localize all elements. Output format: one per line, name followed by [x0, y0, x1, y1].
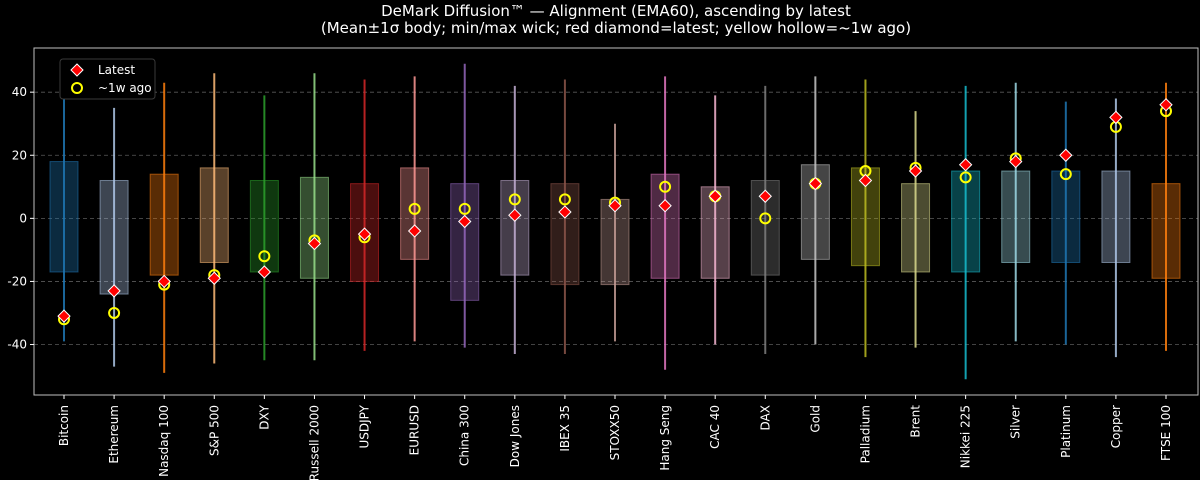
y-tick-label: 20 [12, 148, 27, 162]
body-box [249, 179, 279, 273]
y-axis: -40 -20 0 20 40 [7, 85, 34, 352]
body-box [850, 167, 880, 267]
legend-week-ago-circle [71, 82, 83, 94]
chart-subtitle: (Mean±1σ body; min/max wick; red diamond… [321, 19, 911, 37]
week-ago-marker [108, 306, 121, 319]
x-tick-label: Nikkei 225 [959, 405, 973, 468]
legend-latest-label: Latest [98, 63, 135, 77]
latest-marker [1109, 110, 1123, 125]
latest-marker [357, 227, 372, 241]
x-tick-label: DXY [257, 404, 271, 429]
wick-layer [63, 63, 1167, 380]
body-box [49, 161, 79, 273]
latest-marker [107, 284, 121, 298]
x-tick-label: Russell 2000 [307, 405, 321, 480]
x-tick-label: STOXX50 [608, 405, 622, 460]
body-box [901, 183, 931, 273]
latest-marker [558, 205, 572, 219]
plot-frame [33, 47, 1199, 396]
body-box [951, 170, 981, 273]
latest-marker [958, 158, 973, 172]
latest-marker [57, 309, 71, 323]
latest-marker [808, 176, 823, 191]
x-tick-label: Platinum [1059, 405, 1073, 458]
body-box [1151, 183, 1181, 279]
week-ago-marker [558, 193, 571, 206]
latest-marker [658, 199, 672, 213]
body-box [1001, 170, 1031, 264]
y-tick-label: -20 [7, 274, 27, 288]
body-box [550, 183, 580, 286]
marker-layer [57, 98, 1173, 326]
x-tick-label: Nasdaq 100 [157, 405, 171, 477]
latest-marker [307, 236, 322, 251]
body-box [149, 173, 179, 276]
x-tick-label: Palladium [858, 405, 872, 463]
week-ago-marker [408, 202, 421, 215]
x-axis: Bitcoin Ethereum Nasdaq 100 S&P 500 DXY Russe… [57, 395, 1173, 480]
x-tick-label: China 300 [458, 405, 472, 466]
latest-marker [508, 208, 522, 222]
week-ago-marker [458, 202, 471, 215]
body-box [450, 183, 480, 301]
y-tick-label: 0 [19, 211, 27, 225]
week-ago-marker [258, 250, 271, 263]
legend: Latest ~1w ago [59, 58, 156, 100]
x-tick-label: IBEX 35 [558, 405, 572, 452]
chart-title: DeMark Diffusion™ — Alignment (EMA60), a… [381, 2, 851, 20]
latest-marker [908, 164, 923, 178]
y-tick-label: -40 [7, 338, 27, 352]
week-ago-marker [659, 180, 672, 193]
latest-marker [1009, 154, 1023, 169]
latest-marker [1059, 148, 1073, 162]
latest-marker [708, 189, 722, 203]
body-box [600, 198, 630, 286]
latest-marker [858, 173, 873, 188]
x-tick-label: USDJPY [358, 404, 372, 448]
body-box [1101, 170, 1131, 264]
latest-marker [458, 214, 472, 229]
legend-week-ago-label: ~1w ago [98, 81, 152, 95]
week-ago-marker [959, 171, 972, 184]
latest-marker [207, 271, 221, 285]
body-layer [49, 161, 1181, 301]
x-tick-label: S&P 500 [207, 405, 221, 456]
x-tick-label: CAC 40 [708, 405, 722, 449]
x-tick-label: Copper [1109, 405, 1123, 448]
latest-marker [608, 199, 622, 213]
legend-latest-diamond [70, 63, 84, 77]
x-tick-label: Hang Seng [658, 405, 672, 471]
latest-marker [1159, 98, 1173, 112]
x-tick-label: FTSE 100 [1159, 405, 1173, 461]
week-ago-marker [759, 212, 772, 225]
x-tick-label: Ethereum [107, 405, 121, 464]
body-box [650, 173, 680, 279]
body-box [299, 176, 329, 279]
body-box [199, 167, 229, 264]
latest-marker [758, 189, 772, 203]
latest-marker [157, 274, 171, 289]
y-tick-label: 40 [12, 85, 27, 99]
x-tick-label: Dow Jones [508, 405, 522, 467]
body-box [99, 179, 129, 295]
week-ago-marker [508, 193, 521, 206]
x-tick-label: Silver [1009, 405, 1023, 439]
x-tick-label: EURUSD [408, 405, 422, 455]
latest-marker [407, 224, 422, 238]
x-tick-label: Gold [808, 405, 822, 433]
legend-box [59, 58, 156, 100]
latest-marker [257, 265, 272, 279]
body-box [1051, 170, 1081, 264]
body-box [500, 179, 530, 276]
x-tick-label: DAX [758, 405, 772, 430]
x-tick-label: Brent [909, 405, 923, 438]
x-tick-label: Bitcoin [57, 405, 71, 446]
week-ago-marker [1059, 168, 1072, 181]
